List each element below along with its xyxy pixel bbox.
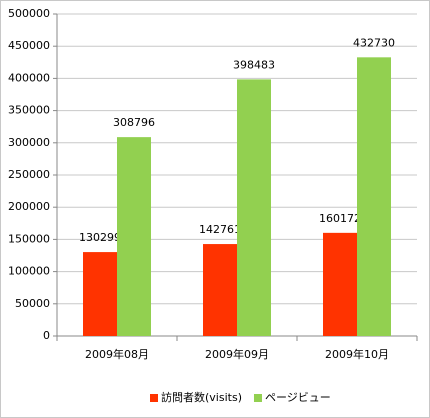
y-tick-label: 150000 [8, 232, 50, 245]
x-tick-label: 2009年09月 [205, 347, 269, 361]
legend-swatch [253, 394, 262, 402]
x-tick-label: 2009年08月 [85, 347, 149, 361]
y-tick-label: 100000 [8, 265, 50, 278]
y-tick-label: 450000 [8, 39, 50, 52]
x-tick-label: 2009年10月 [325, 347, 389, 361]
bar [117, 137, 151, 336]
bar [203, 244, 237, 336]
legend-label: 訪問者数(visits) [161, 390, 242, 404]
y-tick-label: 400000 [8, 71, 50, 84]
data-label: 160172 [319, 212, 361, 225]
data-label: 130299 [79, 231, 121, 244]
y-tick-label: 300000 [8, 136, 50, 149]
data-label: 142761 [199, 223, 241, 236]
y-tick-label: 50000 [15, 297, 50, 310]
bar [323, 232, 357, 336]
legend-label: ページビュー [265, 391, 331, 404]
y-tick-label: 250000 [8, 168, 50, 181]
y-tick-label: 350000 [8, 104, 50, 117]
bar [357, 57, 391, 337]
y-tick-label: 0 [43, 329, 50, 342]
data-label: 432730 [353, 36, 395, 49]
legend-swatch [150, 394, 158, 402]
y-tick-label: 200000 [8, 200, 50, 213]
data-label: 398483 [233, 58, 275, 71]
bar [83, 252, 117, 336]
y-tick-label: 500000 [8, 7, 50, 20]
bar [237, 79, 271, 336]
data-label: 308796 [113, 116, 155, 129]
